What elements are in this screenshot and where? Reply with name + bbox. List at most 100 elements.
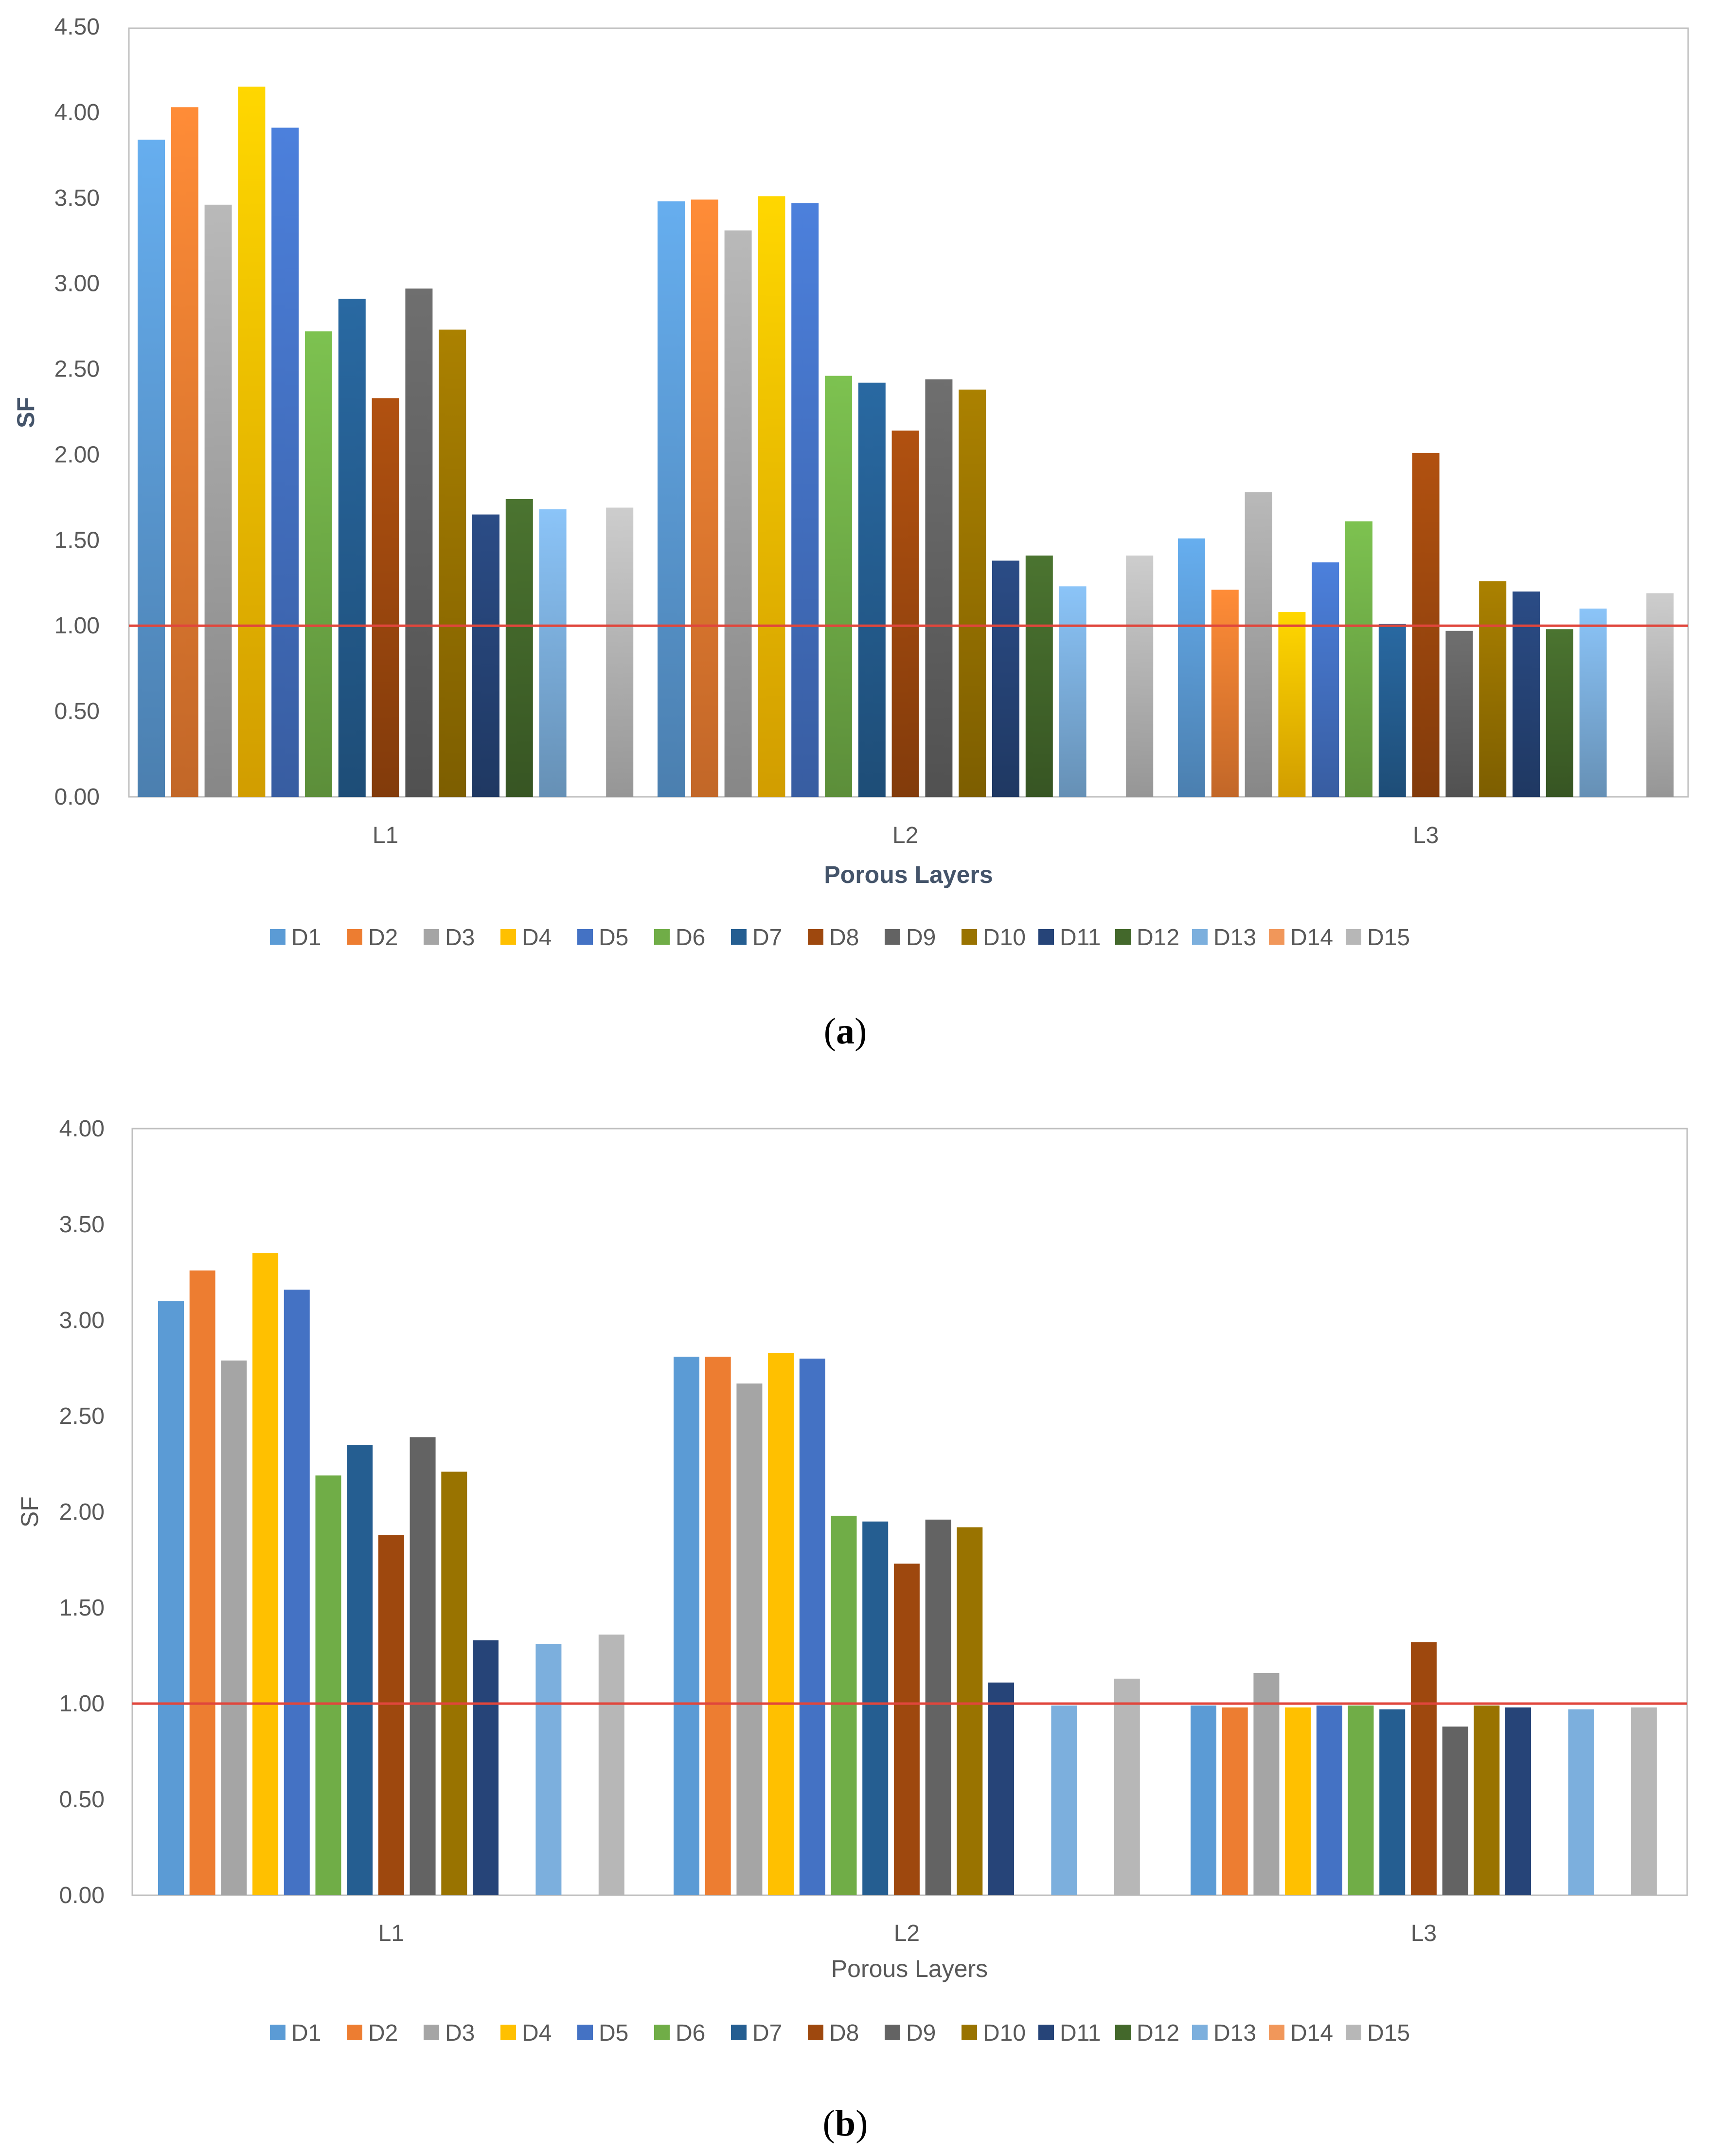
caption-a: (a) <box>824 1011 867 1052</box>
legend-label-D6: D6 <box>676 925 705 951</box>
legend-swatch-D8 <box>808 2025 823 2040</box>
legend-swatch-D15 <box>1346 2025 1361 2040</box>
legend-swatch-D7 <box>731 929 747 945</box>
bar-b-L1-D7 <box>347 1445 373 1895</box>
bar-a-L1-D1 <box>138 140 165 797</box>
legend-swatch-D1 <box>270 929 285 945</box>
y-tick-label: 4.00 <box>59 1116 105 1142</box>
legend-swatch-D14 <box>1269 2025 1284 2040</box>
bar-a-L1-D10 <box>439 329 466 797</box>
legend-label-D15: D15 <box>1367 925 1410 951</box>
legend-label-D8: D8 <box>829 2020 859 2046</box>
legend-label-D14: D14 <box>1290 925 1333 951</box>
legend-item-D5: D5 <box>577 2020 628 2046</box>
legend-label-D5: D5 <box>599 925 628 951</box>
legend-label-D4: D4 <box>522 2020 552 2046</box>
legend-swatch-D9 <box>885 929 900 945</box>
bar-a-L3-D11 <box>1513 591 1540 797</box>
bar-a-L1-D4 <box>238 87 266 797</box>
bar-a-L3-D12 <box>1546 629 1573 797</box>
bar-b-L1-D10 <box>441 1472 467 1895</box>
legend-item-D10: D10 <box>962 925 1026 951</box>
legend-label-D7: D7 <box>752 925 782 951</box>
legend-swatch-D11 <box>1038 2025 1054 2040</box>
legend-item-D2: D2 <box>347 925 398 951</box>
bar-a-L3-D1 <box>1178 538 1205 797</box>
y-tick-label: 2.00 <box>59 1499 105 1525</box>
chart-b: 0.000.501.001.502.002.503.003.504.00 L1 L… <box>16 1116 1688 2144</box>
legend-label-D9: D9 <box>906 2020 936 2046</box>
legend-item-D12: D12 <box>1115 925 1179 951</box>
y-tick-labels-a: 0.00 0.50 1.00 1.50 2.00 2.50 3.00 3.50 4.00 4.50 <box>54 14 100 810</box>
legend-swatch-D7 <box>731 2025 747 2040</box>
bar-a-L1-D3 <box>204 204 232 797</box>
bar-a-L2-D9 <box>925 379 953 797</box>
legend-label-D11: D11 <box>1060 2020 1101 2046</box>
bar-b-L1-D13 <box>535 1644 562 1895</box>
bar-a-L3-D9 <box>1445 630 1473 797</box>
legend-swatch-D15 <box>1346 929 1361 945</box>
legend-item-D8: D8 <box>808 925 859 951</box>
bar-b-L3-D7 <box>1379 1709 1406 1895</box>
legend-item-D1: D1 <box>270 2020 321 2046</box>
bar-a-L1-D15 <box>606 507 634 797</box>
legend-item-D3: D3 <box>424 925 475 951</box>
bar-a-L1-D9 <box>405 288 433 797</box>
legend-item-D9: D9 <box>885 925 936 951</box>
legend-swatch-D2 <box>347 929 362 945</box>
bar-b-L3-D5 <box>1316 1705 1342 1895</box>
bar-b-L1-D9 <box>410 1437 436 1895</box>
bar-b-L3-D6 <box>1348 1705 1374 1895</box>
caption-b: (b) <box>823 2103 868 2144</box>
y-tick-label: 2.50 <box>59 1403 105 1429</box>
y-tick-label: 3.00 <box>54 271 100 297</box>
legend-swatch-D9 <box>885 2025 900 2040</box>
y-tick-label: 0.00 <box>59 1883 105 1908</box>
legend-a: D1 D2 D3 D4 D5 D6 D7 D8 D9 D10 D11 D12 D13 D14 D15 <box>270 925 1410 951</box>
y-tick-label: 3.00 <box>59 1308 105 1333</box>
bar-b-L1-D2 <box>189 1270 215 1895</box>
bar-b-L2-D4 <box>768 1353 794 1895</box>
bar-b-L2-D2 <box>705 1356 731 1895</box>
bar-a-L1-D5 <box>271 127 299 797</box>
bar-b-L2-D13 <box>1051 1705 1077 1895</box>
legend-item-D6: D6 <box>654 925 705 951</box>
legend-label-D12: D12 <box>1137 2020 1179 2046</box>
legend-label-D8: D8 <box>829 925 859 951</box>
legend-swatch-D3 <box>424 929 439 945</box>
x-tick-labels-a: L1 L2 L3 <box>373 823 1439 848</box>
x-tick-labels-b: L1 L2 L3 <box>378 1921 1437 1946</box>
bar-a-L2-D10 <box>959 389 986 797</box>
y-axis-title-b: SF <box>16 1496 43 1527</box>
bar-b-L1-D5 <box>284 1290 310 1895</box>
legend-swatch-D1 <box>270 2025 285 2040</box>
legend-label-D14: D14 <box>1290 2020 1333 2046</box>
bar-a-L1-D6 <box>305 331 332 797</box>
legend-swatch-D5 <box>577 2025 593 2040</box>
x-tick-label-L3: L3 <box>1411 1921 1437 1946</box>
legend-swatch-D12 <box>1115 2025 1131 2040</box>
y-tick-label: 1.50 <box>54 527 100 553</box>
bar-b-L3-D9 <box>1442 1726 1468 1895</box>
y-tick-label: 1.00 <box>54 613 100 639</box>
x-tick-label-L1: L1 <box>373 823 398 848</box>
legend-label-D15: D15 <box>1367 2020 1410 2046</box>
bar-b-L3-D15 <box>1631 1707 1657 1895</box>
y-tick-label: 4.00 <box>54 100 100 126</box>
legend-swatch-D10 <box>962 929 977 945</box>
bar-a-L1-D7 <box>338 299 366 797</box>
legend-swatch-D2 <box>347 2025 362 2040</box>
y-tick-labels-b: 0.00 0.50 1.00 1.50 2.00 2.50 3.00 3.50 4.00 <box>59 1116 105 1908</box>
legend-label-D5: D5 <box>599 2020 628 2046</box>
bar-a-L1-D8 <box>372 398 399 797</box>
legend-item-D13: D13 <box>1192 925 1256 951</box>
legend-item-D7: D7 <box>731 2020 782 2046</box>
bar-a-L1-D11 <box>472 514 499 797</box>
bar-a-L2-D15 <box>1126 556 1154 797</box>
bar-a-L3-D5 <box>1312 562 1339 797</box>
legend-swatch-D13 <box>1192 2025 1208 2040</box>
bar-a-L3-D13 <box>1579 609 1607 797</box>
bar-a-L2-D11 <box>992 560 1019 797</box>
bar-b-L2-D15 <box>1114 1678 1140 1895</box>
